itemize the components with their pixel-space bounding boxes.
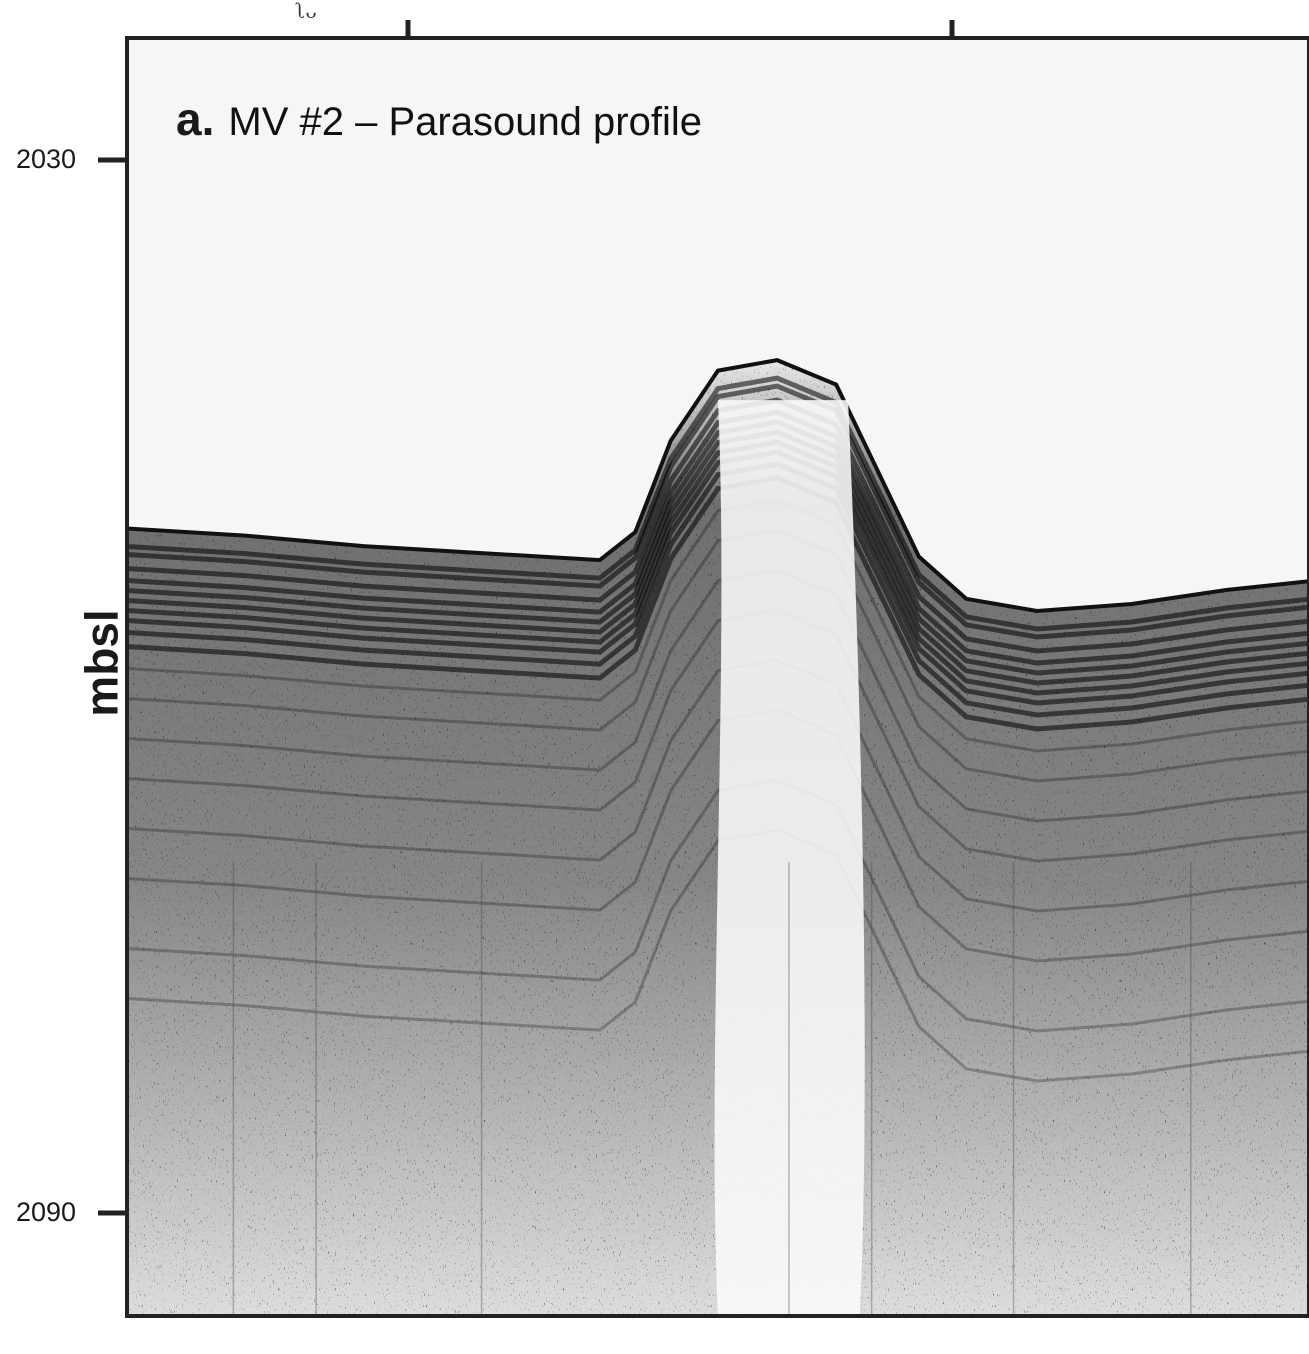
plot-frame xyxy=(125,36,1309,1318)
y-tick-label-2030: 2030 xyxy=(16,144,77,174)
seafloor-reflector xyxy=(127,358,1309,614)
panel-title-text: MV #2 – Parasound profile xyxy=(228,100,702,144)
cropped-top-label: ʅᴗ xyxy=(296,0,317,23)
sediment-body xyxy=(127,360,1309,1316)
plume-core xyxy=(714,400,865,1316)
y-tick-label-2090: 2090 xyxy=(16,1197,77,1227)
gas-plume xyxy=(714,400,865,1316)
reflector-line xyxy=(127,383,1309,640)
vertical-streaks xyxy=(232,862,1192,1316)
panel-title: a. MV #2 – Parasound profile xyxy=(176,92,702,146)
reflector-line xyxy=(127,375,1309,632)
sediment-grain xyxy=(127,360,1309,1316)
panel-letter: a. xyxy=(176,93,215,145)
y-axis-label: mbsl xyxy=(75,609,128,717)
